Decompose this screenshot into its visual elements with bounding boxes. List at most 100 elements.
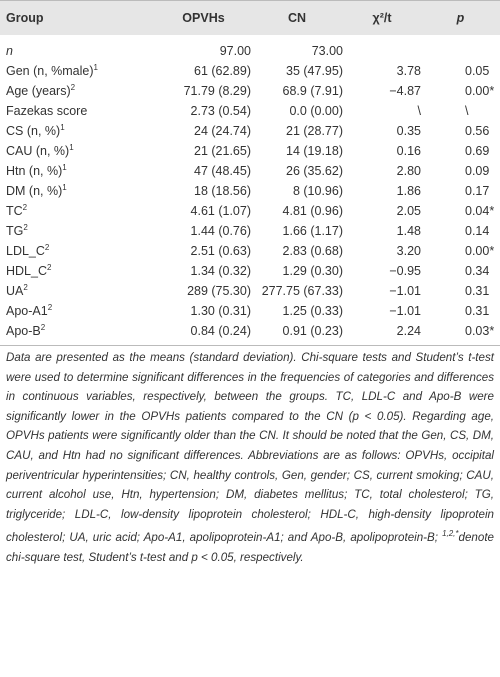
cell: 21 (21.65) xyxy=(194,144,251,158)
cell: 47 (48.45) xyxy=(194,164,251,178)
row-label-sup: 1 xyxy=(93,63,98,73)
cell: 1.66 (1.17) xyxy=(282,224,343,238)
cell: 3.20 xyxy=(396,244,421,258)
row-label-sup: 1 xyxy=(62,163,67,173)
cell: 2.73 (0.54) xyxy=(190,104,251,118)
cell: 1.30 (0.31) xyxy=(190,304,251,318)
cell: 1.34 (0.32) xyxy=(190,264,251,278)
row-label: Age (years)2 xyxy=(0,81,156,101)
cell: −0.95 xyxy=(389,264,421,278)
row-label: Htn (n, %)1 xyxy=(0,161,156,181)
cell: 3.78 xyxy=(396,64,421,78)
cell: 0.17 xyxy=(465,184,490,198)
row-label: Fazekas score xyxy=(0,101,156,121)
header-cell: p xyxy=(421,0,500,35)
table-row: TG2 1.44 (0.76) 1.66 (1.17) 1.48 0.14 xyxy=(0,221,500,241)
table-row: Apo-B2 0.84 (0.24) 0.91 (0.23) 2.24 0.03* xyxy=(0,321,500,346)
row-label-text: Fazekas score xyxy=(6,104,88,118)
row-label-text: UA xyxy=(6,284,24,299)
row-label: LDL_C2 xyxy=(0,241,156,261)
cell: 97.00 xyxy=(219,44,251,58)
cell: 1.29 (0.30) xyxy=(282,264,343,278)
cell: 4.61 (1.07) xyxy=(190,204,251,218)
row-label-sup: 1 xyxy=(62,183,67,193)
row-label-sup: 2 xyxy=(47,303,53,313)
cell: 0.09 xyxy=(465,164,490,178)
note-text: Data are presented as the means (standar… xyxy=(6,351,494,545)
cell: 0.00* xyxy=(465,84,495,98)
cell: 0.31 xyxy=(465,304,490,318)
row-label: Gen (n, %male)1 xyxy=(0,61,156,81)
cell: 2.51 (0.63) xyxy=(190,244,251,258)
cell: 71.79 (8.29) xyxy=(183,84,251,98)
table-row: LDL_C2 2.51 (0.63) 2.83 (0.68) 3.20 0.00* xyxy=(0,241,500,261)
row-label: TG2 xyxy=(0,221,156,241)
cell: 1.44 (0.76) xyxy=(190,224,251,238)
cell: 0.03* xyxy=(465,324,495,338)
row-label: Apo-B2 xyxy=(0,321,156,346)
row-label: Apo-A12 xyxy=(0,301,156,321)
cell: 61 (62.89) xyxy=(194,64,251,78)
cell: 0.31 xyxy=(465,284,490,298)
row-label-text: HDL_C xyxy=(6,264,47,279)
row-label-text: Age (years) xyxy=(6,84,71,99)
cell: 0.0 (0.00) xyxy=(289,104,343,118)
table-row: Age (years)2 71.79 (8.29) 68.9 (7.91) −4.87… xyxy=(0,81,500,101)
row-label-sup: 2 xyxy=(44,243,50,253)
header-cell: χ²/t xyxy=(343,0,421,35)
row-label-text: Apo-B xyxy=(6,324,41,339)
cell: 0.04* xyxy=(465,204,495,218)
cell: 24 (24.74) xyxy=(194,124,251,138)
row-label-text: LDL_C xyxy=(6,244,45,259)
row-label-sup: 1 xyxy=(69,143,74,153)
row-label-sup: 2 xyxy=(47,263,52,273)
cell: 1.48 xyxy=(396,224,421,238)
cell: 2.24 xyxy=(396,324,421,338)
cell: 26 (35.62) xyxy=(286,164,343,178)
table-row: Htn (n, %)1 47 (48.45) 26 (35.62) 2.80 0.09 xyxy=(0,161,500,181)
cell xyxy=(421,35,500,61)
cell: 0.91 (0.23) xyxy=(282,324,343,338)
cell: 68.9 (7.91) xyxy=(282,84,343,98)
row-label: HDL_C2 xyxy=(0,261,156,281)
table-row: DM (n, %)1 18 (18.56) 8 (10.96) 1.86 0.17 xyxy=(0,181,500,201)
row-label-sup: 1 xyxy=(60,123,65,133)
row-label: UA2 xyxy=(0,281,156,301)
cell: 4.81 (0.96) xyxy=(282,204,343,218)
row-label: n xyxy=(0,35,156,61)
row-label-text: DM (n, %) xyxy=(6,184,63,199)
row-label-text: n xyxy=(6,44,13,58)
row-label-text: CS (n, %) xyxy=(6,124,61,139)
data-table: Group OPVHs CN χ²/t p n 97.00 73.00 Gen (n, %mal… xyxy=(0,0,500,346)
row-label-sup: 2 xyxy=(23,283,28,293)
cell: 0.56 xyxy=(465,124,490,138)
row-label-text: TG xyxy=(6,224,24,239)
note-sup: 1,2,* xyxy=(442,529,459,539)
cell: 14 (19.18) xyxy=(286,144,343,158)
row-label-sup: 2 xyxy=(40,323,46,333)
cell: −1.01 xyxy=(389,284,421,298)
row-label-text: Gen (n, %male) xyxy=(6,64,94,79)
cell: 21 (28.77) xyxy=(286,124,343,138)
table-row: TC2 4.61 (1.07) 4.81 (0.96) 2.05 0.04* xyxy=(0,201,500,221)
cell: 0.84 (0.24) xyxy=(190,324,251,338)
cell: \ xyxy=(417,104,421,118)
row-label: CAU (n, %)1 xyxy=(0,141,156,161)
table-row: HDL_C2 1.34 (0.32) 1.29 (0.30) −0.95 0.34 xyxy=(0,261,500,281)
cell: 0.34 xyxy=(465,264,490,278)
cell: 8 (10.96) xyxy=(292,184,343,198)
row-label-text: CAU (n, %) xyxy=(6,144,70,159)
cell: 1.25 (0.33) xyxy=(282,304,343,318)
cell: 1.86 xyxy=(396,184,421,198)
table-row: UA2 289 (75.30) 277.75 (67.33) −1.01 0.31 xyxy=(0,281,500,301)
table-row: Fazekas score 2.73 (0.54) 0.0 (0.00) \ \ xyxy=(0,101,500,121)
header-cell: CN xyxy=(251,0,343,35)
cell xyxy=(343,35,421,61)
table-row: CS (n, %)1 24 (24.74) 21 (28.77) 0.35 0.56 xyxy=(0,121,500,141)
cell: 277.75 (67.33) xyxy=(261,284,343,298)
cell: −1.01 xyxy=(389,304,421,318)
cell: \ xyxy=(465,104,469,118)
row-label-text: Apo-A1 xyxy=(6,304,48,319)
cell: 35 (47.95) xyxy=(286,64,343,78)
